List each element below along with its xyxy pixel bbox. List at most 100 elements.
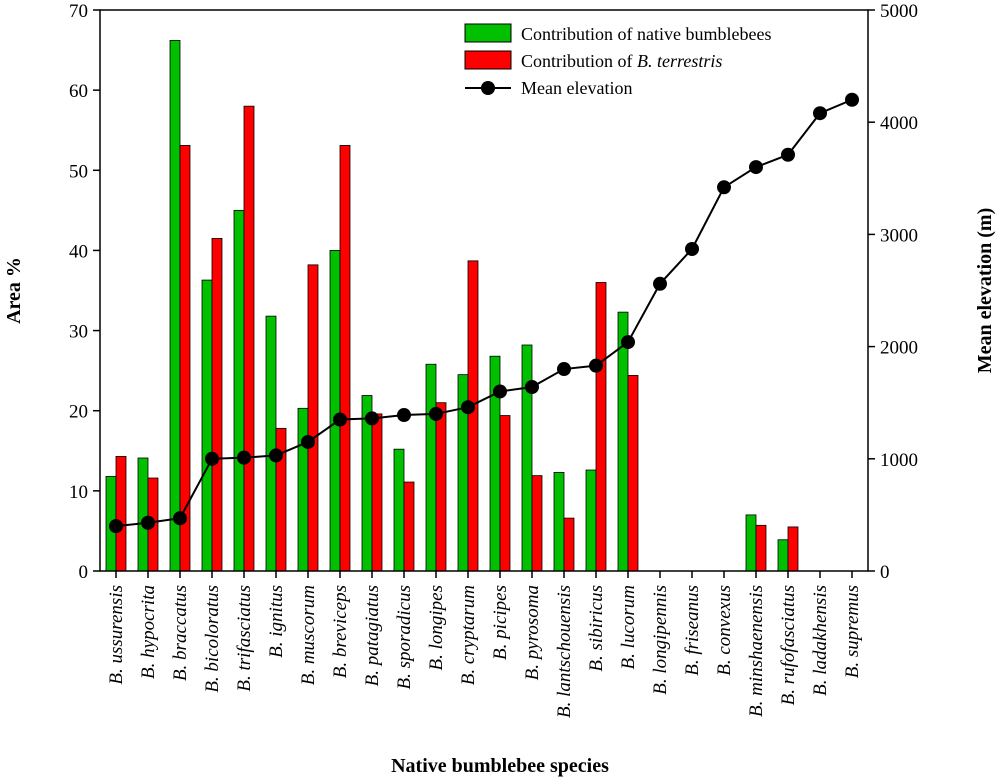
bar-native-b-hypocrita [137,457,149,572]
elevation-point-b-longipes [429,406,443,421]
x-tick-label-b-supremus: B. supremus [842,585,863,678]
elevation-point-b-longipennis [653,276,667,291]
y-left-tick-label: 50 [69,161,88,182]
bar-terrestris-b-lucorum [627,375,639,572]
elevation-point-b-supremus [845,92,859,107]
elevation-point-b-muscorum [301,434,315,449]
x-tick-label-b-breviceps: B. breviceps [330,585,351,678]
bar-terrestris-b-picipes [499,415,511,572]
x-axis-title: Native bumblebee species [391,755,609,777]
x-tick-label-b-bicoloratus: B. bicoloratus [202,585,223,693]
bar-terrestris-b-minshaenensis [755,524,767,572]
bar-native-b-rufofasciatus [777,539,789,572]
elevation-point-b-convexus [717,180,731,195]
x-tick-label-b-lucorum: B. lucorum [618,585,639,669]
bar-native-b-longipes [425,363,437,572]
bar-terrestris-b-sporadicus [403,481,415,572]
y-right-tick-label: 0 [880,562,890,583]
x-tick-label-b-friseanus: B. friseanus [682,585,703,676]
y-left-tick-label: 20 [69,402,88,423]
bar-terrestris-b-muscorum [307,264,319,572]
x-tick-label-b-ignitus: B. ignitus [266,585,287,658]
x-tick-label-b-longipennis: B. longipennis [650,585,671,695]
x-tick-label-b-ladakhensis: B. ladakhensis [810,585,831,696]
x-tick-label-b-rufofasciatus: B. rufofasciatus [778,585,799,705]
legend-swatch-contribution-of-b-terrestris [464,50,512,70]
x-tick-label-b-ussurensis: B. ussurensis [106,585,127,685]
elevation-point-b-cryptarum [461,400,475,415]
y-left-tick-label: 60 [69,81,88,102]
bar-terrestris-b-sibiricus [595,282,607,572]
elevation-point-b-ussurensis [109,519,123,534]
elevation-point-b-hypocrita [141,515,155,530]
x-tick-label-b-picipes: B. picipes [490,585,511,660]
bar-terrestris-b-rufofasciatus [787,526,799,572]
x-tick-label-b-longipes: B. longipes [426,585,447,671]
bar-native-b-bicoloratus [201,279,213,572]
bar-native-b-trifasciatus [233,209,245,572]
x-tick-label-b-minshaenensis: B. minshaenensis [746,585,767,717]
x-tick-label-b-convexus: B. convexus [714,585,735,676]
y-left-tick-label: 10 [69,482,88,503]
x-tick-label-b-patagiatus: B. patagiatus [362,585,383,686]
bar-native-b-lucorum [617,311,629,572]
elevation-point-b-ignitus [269,448,283,463]
y-right-tick-label: 5000 [880,1,918,22]
bar-native-b-lantschouensis [553,472,565,572]
elevation-point-b-breviceps [333,412,347,427]
x-tick-label-b-lantschouensis: B. lantschouensis [554,585,575,718]
legend-label-contribution-of-native-bumblebees: Contribution of native bumblebees [521,24,771,44]
y-left-axis-title: Area % [3,257,25,324]
bar-terrestris-b-bicoloratus [211,238,223,572]
y-left-tick-label: 70 [69,1,88,22]
x-tick-label-b-sporadicus: B. sporadicus [394,585,415,690]
elevation-point-b-pyrosoma [525,379,539,394]
bar-terrestris-b-breviceps [339,145,351,572]
elevation-point-b-rufofasciatus [781,147,795,162]
elevation-point-b-minshaenensis [749,160,763,175]
elevation-point-b-sibiricus [589,358,603,373]
elevation-line [115,98,853,528]
elevation-point-b-lantschouensis [557,362,571,377]
elevation-point-b-ladakhensis [813,106,827,121]
elevation-point-b-friseanus [685,241,699,256]
bar-terrestris-b-lantschouensis [563,517,575,572]
legend-marker-mean-elevation [481,81,495,95]
bar-terrestris-b-pyrosoma [531,475,543,572]
elevation-point-b-lucorum [621,335,635,350]
legend-label-mean-elevation: Mean elevation [521,78,632,98]
elevation-point-b-sporadicus [397,408,411,423]
bar-native-b-pyrosoma [521,344,533,572]
bar-terrestris-b-patagiatus [371,413,383,572]
bar-native-b-breviceps [329,250,341,572]
bar-terrestris-b-cryptarum [467,260,479,572]
y-left-tick-label: 40 [69,241,88,262]
elevation-point-b-bicoloratus [205,451,219,466]
bar-terrestris-b-trifasciatus [243,105,255,572]
bar-native-b-ignitus [265,315,277,572]
x-tick-label-b-hypocrita: B. hypocrita [138,585,159,679]
bar-native-b-sibiricus [585,469,597,572]
bar-terrestris-b-ussurensis [115,455,127,572]
bar-native-b-muscorum [297,407,309,572]
y-right-tick-label: 4000 [880,113,918,134]
x-tick-label-b-braccatus: B. braccatus [170,585,191,681]
elevation-point-b-picipes [493,384,507,399]
elevation-point-b-trifasciatus [237,450,251,465]
elevation-point-b-patagiatus [365,411,379,426]
x-tick-label-b-trifasciatus: B. trifasciatus [234,585,255,692]
y-right-tick-label: 1000 [880,450,918,471]
bar-terrestris-b-longipes [435,402,447,572]
bar-native-b-braccatus [169,40,181,572]
x-tick-label-b-pyrosoma: B. pyrosoma [522,585,543,680]
legend: Contribution of native bumblebees Contrib… [464,23,771,98]
bar-native-b-sporadicus [393,448,405,572]
legend-label-contribution-of-b-terrestris: Contribution of B. terrestris [521,51,722,71]
x-tick-label-b-muscorum: B. muscorum [298,585,319,685]
y-left-tick-label: 30 [69,322,88,343]
y-left-tick-label: 0 [79,562,89,583]
y-right-tick-label: 3000 [880,225,918,246]
x-tick-label-b-cryptarum: B. cryptarum [458,585,479,685]
y-right-axis-title: Mean elevation (m) [974,208,996,374]
